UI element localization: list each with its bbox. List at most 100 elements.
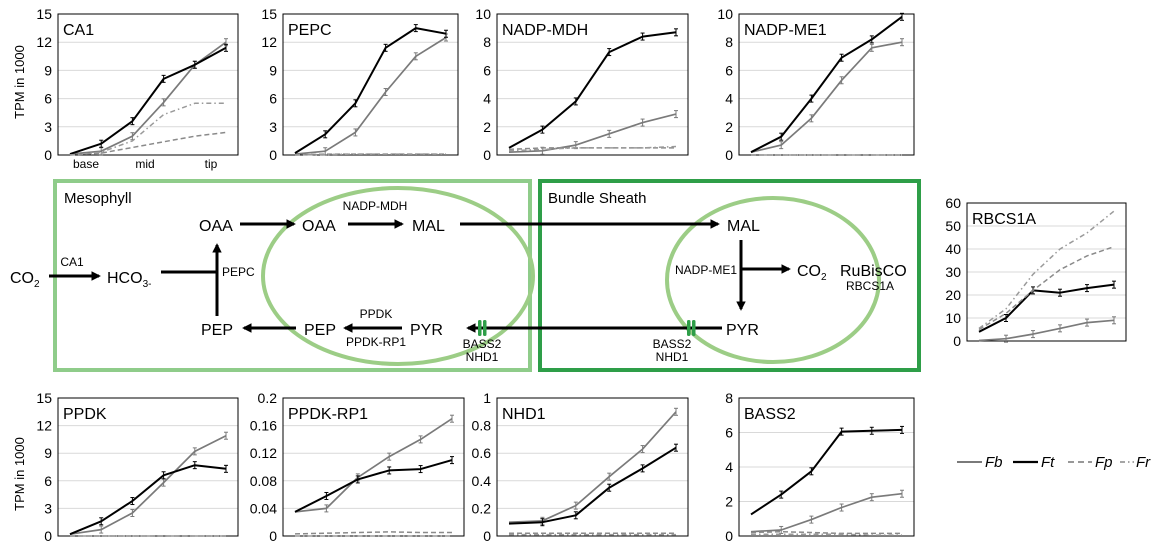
transporter-bundle-sheath-b (692, 320, 696, 336)
legend: Fb Ft Fp Fr (957, 454, 1151, 471)
chart-pepc: 0 3 6 9 12 15 PEPC (261, 6, 459, 163)
y-tick-label: 6 (483, 62, 491, 78)
y-tick-label: 3 (44, 119, 52, 135)
plot-frame (966, 202, 1127, 342)
x-tick-mid: mid (135, 157, 154, 171)
y-tick-label: 10 (717, 6, 733, 22)
series-line-fp (750, 530, 902, 535)
chart-ppdk: 0 3 6 9 12 15 PPDK (36, 390, 239, 542)
y-tick-label: 0.6 (472, 445, 492, 461)
y-tick-label: 0 (44, 528, 52, 542)
co2-bundle-sheath-label: CO2 (797, 263, 827, 283)
series-line-ft (294, 27, 447, 154)
y-tick-label: 0 (483, 147, 491, 163)
y-tick-label: 10 (945, 310, 961, 326)
chart-title: PPDK-RP1 (288, 406, 368, 423)
plot-frame (738, 397, 915, 537)
y-tick-label: 0 (725, 528, 733, 542)
x-tick-tip: tip (205, 157, 218, 171)
series-line-fb (294, 36, 447, 155)
y-tick-label: 2 (483, 119, 491, 135)
y-tick-label: 3 (44, 500, 52, 516)
y-axis-label-bottom: TPM in 1000 (12, 437, 27, 511)
mesophyll-chloroplast (261, 186, 535, 366)
bundle-sheath-box (538, 179, 921, 372)
transporter-bundle-sheath-a (687, 320, 691, 336)
chart-rbcs1a: 0 10 20 30 40 50 60 RBCS1A (945, 195, 1127, 349)
series-line-fr (978, 210, 1115, 330)
bass2-label-bundle-sheath: BASS2 (653, 337, 692, 351)
y-tick-label: 0 (953, 333, 961, 349)
series-line-ft (69, 46, 227, 156)
series-line-fb (508, 113, 677, 154)
series-line-fb (750, 41, 903, 154)
y-tick-label: 0.2 (258, 390, 278, 406)
chart-title: NADP-ME1 (744, 22, 827, 39)
y-tick-label: 60 (945, 195, 961, 211)
y-tick-label: 9 (44, 62, 52, 78)
y-tick-label: 4 (483, 91, 491, 107)
y-tick-label: 0 (483, 528, 491, 542)
legend-label-fr: Fr (1136, 454, 1151, 471)
transporter-mesophyll-a (478, 320, 482, 336)
y-tick-label: 0 (725, 147, 733, 163)
y-tick-label: 30 (945, 264, 961, 280)
chart-nadp-me1: 0 2 4 6 8 10 NADP-ME1 (717, 6, 915, 163)
ppdk-enzyme-label: PPDK (360, 307, 393, 321)
ca1-enzyme-label: CA1 (60, 255, 84, 269)
chart-title: RBCS1A (972, 211, 1036, 228)
nadp-me1-enzyme-label: NADP-ME1 (675, 263, 737, 277)
nhd1-label-mesophyll: NHD1 (466, 350, 499, 364)
y-tick-label: 6 (725, 62, 733, 78)
y-tick-label: 50 (945, 218, 961, 234)
y-tick-label: 2 (725, 119, 733, 135)
plot-frame (496, 397, 689, 537)
series-line-fp (294, 531, 452, 535)
plot-frame (57, 13, 239, 156)
mal-bundle-sheath-label: MAL (727, 218, 760, 235)
y-tick-label: 0.08 (250, 473, 277, 489)
y-tick-label: 20 (945, 287, 961, 303)
mesophyll-label: Mesophyll (64, 190, 132, 207)
y-tick-label: 4 (725, 459, 733, 475)
pyr-bundle-sheath-label: PYR (726, 322, 759, 339)
series-line-fb (750, 492, 903, 533)
y-tick-label: 2 (725, 494, 733, 510)
y-tick-label: 12 (261, 34, 277, 50)
y-tick-label: 0 (269, 147, 277, 163)
legend-label-fp: Fp (1095, 454, 1113, 471)
series-line-fb (978, 319, 1115, 342)
chart-title: BASS2 (744, 406, 796, 423)
series-line-fb (508, 411, 677, 524)
y-tick-label: 8 (725, 390, 733, 406)
plot-frame (496, 13, 689, 156)
chart-title: PEPC (288, 22, 332, 39)
y-tick-label: 0.8 (472, 418, 492, 434)
series-line-ft (69, 464, 227, 536)
chart-nhd1: 0 0.2 0.4 0.6 0.8 1 NHD1 (472, 390, 689, 542)
y-tick-label: 8 (725, 34, 733, 50)
chart-ca1: 0 3 6 9 12 15 CA1 (36, 6, 239, 163)
chart-title: NHD1 (502, 406, 546, 423)
plot-frame (282, 13, 459, 156)
y-tick-label: 8 (483, 34, 491, 50)
co2-input-label: CO2 (10, 270, 40, 290)
y-tick-label: 3 (269, 119, 277, 135)
series-line-ft (978, 283, 1115, 333)
series-line-ft (750, 428, 903, 516)
y-tick-label: 0.4 (472, 473, 492, 489)
series-line-fr (751, 533, 902, 536)
legend-label-fb: Fb (985, 454, 1003, 471)
chart-bass2: 0 2 4 6 8 BASS2 (725, 390, 915, 542)
y-tick-label: 6 (725, 425, 733, 441)
y-tick-label: 40 (945, 241, 961, 257)
y-tick-label: 9 (269, 62, 277, 78)
series-line-ft (508, 446, 677, 525)
y-tick-label: 0.2 (472, 500, 492, 516)
mal-mesophyll-label: MAL (412, 218, 445, 235)
y-tick-label: 4 (725, 91, 733, 107)
y-tick-label: 12 (36, 418, 52, 434)
y-tick-label: 10 (475, 6, 491, 22)
bundle-sheath-label: Bundle Sheath (548, 190, 646, 207)
series-line-fb (294, 417, 453, 513)
